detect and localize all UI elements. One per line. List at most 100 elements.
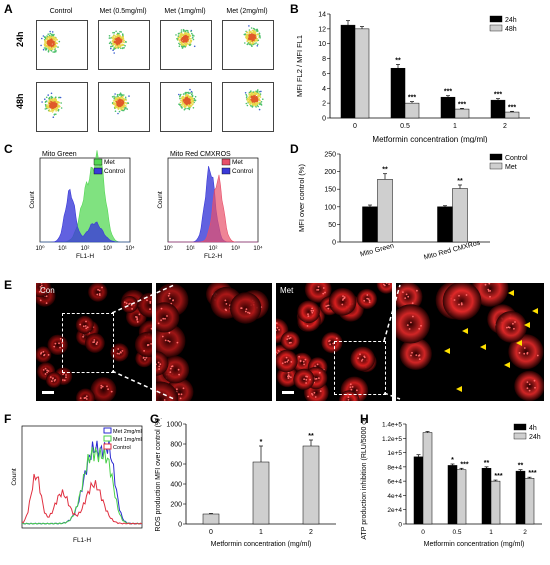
arrowhead-marker <box>504 362 510 368</box>
histogram-line <box>21 473 143 525</box>
significance-label: ** <box>308 433 314 440</box>
x-tick-label: 10² <box>81 246 90 252</box>
panel-a-column-label: Met (0.5mg/ml) <box>99 8 147 15</box>
cell <box>90 377 117 401</box>
bar <box>456 469 467 525</box>
scale-bar-control <box>42 391 54 394</box>
cell <box>338 390 360 401</box>
bar <box>515 470 526 525</box>
y-tick-label: 0 <box>398 522 402 529</box>
x-tick-label: 0 <box>353 123 357 130</box>
panel-f-histogram: Met 2mg/ml Met 1mg/ml Control FL1-H Count <box>11 425 143 544</box>
y-tick-label: 400 <box>170 482 182 489</box>
significance-label: ** <box>382 167 388 174</box>
histogram-curve <box>168 174 258 243</box>
legend-label: 4h <box>529 425 537 432</box>
panel-b-letter: B <box>290 2 299 16</box>
significance-label: ** <box>457 178 463 185</box>
significance-label: *** <box>460 461 468 468</box>
significance-label: *** <box>508 104 516 111</box>
cell <box>134 331 152 358</box>
bar <box>524 478 535 525</box>
legend-swatch <box>103 435 112 442</box>
bar <box>447 465 458 525</box>
significance-label: *** <box>494 473 502 480</box>
legend-label: 48h <box>505 26 517 33</box>
cell <box>396 283 423 312</box>
legend-label: Control <box>232 168 254 175</box>
flow-scatter-plot <box>222 20 274 70</box>
arrowhead-marker <box>508 290 514 296</box>
panel-d-letter: D <box>290 142 299 156</box>
y-axis-label: ROS production MFI over control (%) <box>155 418 162 532</box>
y-tick-label: 250 <box>324 152 336 159</box>
histogram-curve <box>40 188 130 243</box>
x-tick-label: 10⁴ <box>125 245 135 252</box>
panel-g-letter: G <box>150 412 160 426</box>
panel-a-column-label: Met (1mg/ml) <box>164 8 206 15</box>
y-tick-label: 4e+4 <box>387 493 402 500</box>
legend-label: Met 2mg/ml <box>113 429 142 435</box>
y-tick-label: 0 <box>332 240 336 247</box>
significance-label: *** <box>528 470 536 477</box>
legend-swatch <box>103 443 112 450</box>
x-axis-label: Metformin concentration (mg/ml) <box>372 135 487 143</box>
y-tick-label: 600 <box>170 462 182 469</box>
cell <box>399 337 432 370</box>
y-tick-label: 8e+4 <box>387 464 402 471</box>
y-axis-label: ATP production inhibition (RLU/5000 cell… <box>361 418 368 540</box>
panel-f-letter: F <box>4 412 12 426</box>
cell <box>85 333 105 353</box>
y-axis-label: Count <box>11 468 18 486</box>
y-tick-label: 0 <box>178 522 182 529</box>
cell <box>321 332 343 354</box>
panel-e-letter: E <box>4 278 13 292</box>
flow-scatter-plot <box>160 20 212 70</box>
y-tick-label: 12 <box>318 26 326 33</box>
arrowhead-marker <box>456 386 462 392</box>
bar <box>413 456 424 525</box>
x-axis-label: FL2-H <box>204 253 222 260</box>
flow-scatter-plot <box>36 82 88 132</box>
x-tick-label: 1 <box>453 123 457 130</box>
micrograph-met: Met <box>276 283 392 401</box>
bar <box>490 480 501 525</box>
significance-label: * <box>451 457 454 464</box>
cell <box>229 292 262 324</box>
y-axis-label: MFI over control (%) <box>297 164 306 232</box>
y-tick-label: 14 <box>318 12 326 19</box>
arrowhead-marker <box>480 344 486 350</box>
x-tick-label: 10⁴ <box>253 245 263 252</box>
x-tick-label: 10¹ <box>186 246 195 252</box>
x-tick-label: 0.5 <box>400 123 410 130</box>
significance-label: *** <box>458 101 466 108</box>
legend-label: Control <box>113 445 131 451</box>
y-tick-label: 2 <box>322 101 326 108</box>
scale-bar-met <box>282 391 294 394</box>
legend-label: Met <box>104 159 115 166</box>
legend-label: Control <box>505 155 528 162</box>
x-tick-label: 1 <box>489 529 493 536</box>
arrowhead-marker <box>532 308 538 314</box>
legend-label: Met 1mg/ml <box>113 437 142 443</box>
x-axis-label: FL1-H <box>73 537 91 544</box>
significance-label: ** <box>395 58 401 65</box>
arrowhead-marker <box>462 328 468 334</box>
legend-swatch <box>103 427 112 434</box>
cell <box>297 300 320 324</box>
legend-label: Met <box>232 159 243 166</box>
micrograph-control-zoom <box>156 283 272 401</box>
legend-swatch <box>93 158 103 166</box>
histogram-line <box>21 446 143 525</box>
zoom-connector-lines <box>0 0 550 410</box>
bar <box>452 188 468 243</box>
panel-h-chart: 02e+44e+46e+48e+41e+51.2e+51.4e+50 0.5***… <box>361 418 542 548</box>
bar <box>252 461 270 525</box>
x-tick-label: 10³ <box>231 246 240 252</box>
x-tick-label: 10⁰ <box>163 245 173 252</box>
legend-swatch <box>513 432 527 440</box>
legend-swatch <box>93 167 103 175</box>
cell <box>75 315 94 334</box>
x-tick-label: 10¹ <box>58 246 67 252</box>
